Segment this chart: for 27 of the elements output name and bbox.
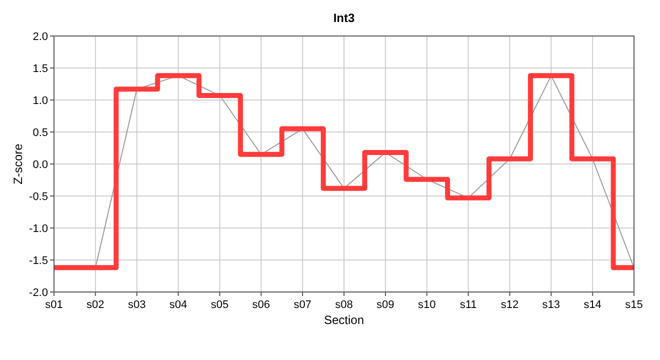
y-tick-label: -1.5 [29,255,48,267]
y-tick-label: 0.5 [32,127,48,139]
x-tick-label: s02 [86,299,104,311]
y-axis-title: Z-score [11,143,25,184]
x-tick-label: s04 [169,299,188,311]
x-axis-title: Section [324,313,364,327]
x-tick-label: s12 [500,299,519,311]
x-tick-label: s14 [584,299,602,311]
x-tick-label: s03 [128,299,146,311]
y-tick-label: 1.5 [32,63,48,75]
chart-title: Int3 [333,11,355,25]
y-tick-label: 2.0 [32,31,48,43]
x-tick-label: s15 [625,299,643,311]
x-tick-label: s05 [210,299,229,311]
y-tick-label: -2.0 [29,287,48,299]
x-tick-label: s01 [45,299,63,311]
x-tick-label: s06 [252,299,270,311]
x-tick-label: s07 [294,299,312,311]
y-tick-label: -1.0 [29,223,48,235]
y-tick-label: 0.0 [32,159,48,171]
x-tick-label: s11 [460,299,477,311]
x-tick-label: s10 [418,299,436,311]
x-tick-label: s09 [376,299,394,311]
x-tick-label: s08 [335,299,353,311]
y-tick-label: 1.0 [32,95,48,107]
y-tick-label: -0.5 [29,191,48,203]
x-tick-label: s13 [542,299,560,311]
